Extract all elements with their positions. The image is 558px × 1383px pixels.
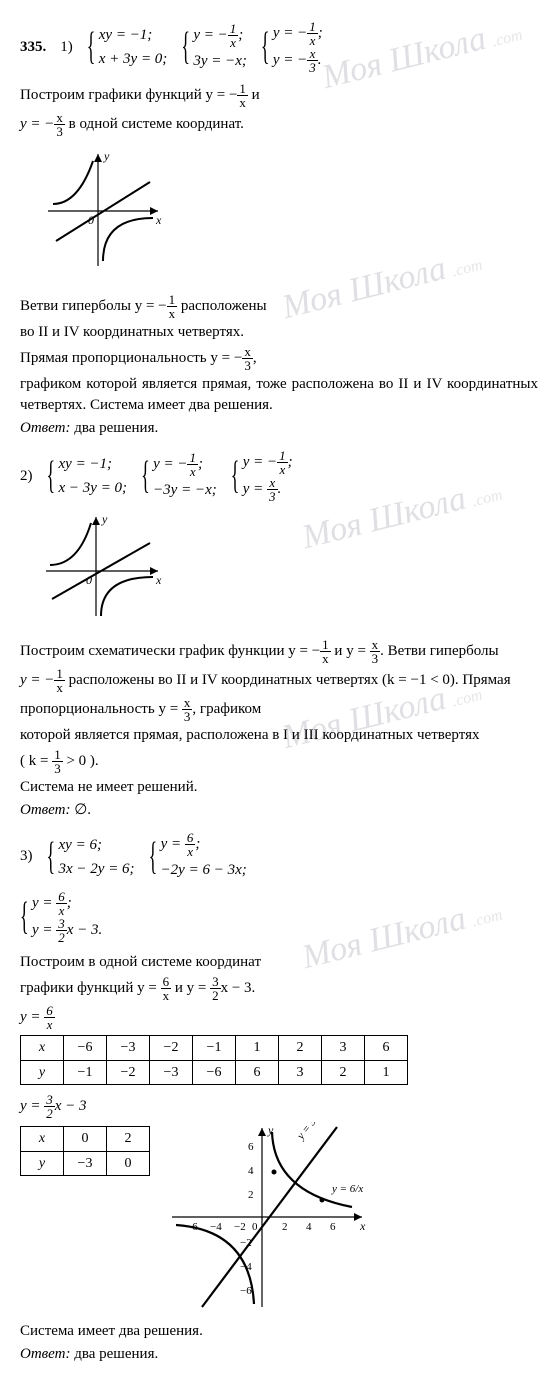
svg-text:y: y xyxy=(101,512,108,526)
part1-systems: 335. 1) xy = −1; x + 3y = 0; y = −1x; 3y… xyxy=(20,20,538,74)
body-text: Система не имеет решений. xyxy=(20,777,538,798)
system-brace: y = −1x; y = x3. xyxy=(231,449,293,503)
table-row: y −3 0 xyxy=(21,1151,150,1176)
origin-label: 0 xyxy=(88,213,94,227)
body-text: Построим графики функций y = −1x и xyxy=(20,82,538,109)
svg-text:2: 2 xyxy=(282,1221,288,1233)
body-text: графики функций y = 6x и y = 32x − 3. xyxy=(20,975,538,1002)
svg-text:−4: −4 xyxy=(210,1221,222,1233)
graph-1: 0 x y xyxy=(38,146,538,283)
svg-text:4: 4 xyxy=(306,1221,312,1233)
graph-svg: 0 x y xyxy=(38,511,168,621)
part1-label: 1) xyxy=(60,37,73,58)
table-row: x −6 −3 −2 −1 1 2 3 6 xyxy=(21,1036,408,1061)
graph-3: −6 −4 −2 0 2 4 6 6 4 2 −2 −4 −6 xyxy=(162,1122,372,1319)
body-text: которой является прямая, расположена в I… xyxy=(20,725,538,746)
answer-line: Ответ: два решения. xyxy=(20,1344,538,1365)
body-text: Ветви гиперболы y = −1x расположены xyxy=(20,293,538,320)
system-brace: y = −1x; y = −x3. xyxy=(261,20,323,74)
body-text: графиком которой является прямая, тоже р… xyxy=(20,374,538,416)
part2-systems: 2) xy = −1; x − 3y = 0; y = −1x; −3y = −… xyxy=(20,449,538,503)
svg-text:6: 6 xyxy=(330,1221,336,1233)
table-row: y −1 −2 −3 −6 6 3 2 1 xyxy=(21,1060,408,1085)
system-brace: y = −1x; 3y = −x; xyxy=(181,22,247,73)
body-text: Построим схематически график функции y =… xyxy=(20,638,538,665)
part3-systems: 3) xy = 6; 3x − 2y = 6; y = 6x; −2y = 6 … xyxy=(20,831,538,882)
problem-number: 335. xyxy=(20,37,46,58)
graph-svg: −6 −4 −2 0 2 4 6 6 4 2 −2 −4 −6 xyxy=(162,1122,372,1312)
system-brace: xy = −1; x + 3y = 0; xyxy=(87,23,168,71)
system-brace: y = −1x; −3y = −x; xyxy=(141,451,217,502)
system-brace: y = 6x; −2y = 6 − 3x; xyxy=(149,831,247,882)
page-content: 335. 1) xy = −1; x + 3y = 0; y = −1x; 3y… xyxy=(20,20,538,1365)
body-text: Система имеет два решения. xyxy=(20,1321,538,1342)
body-text: пропорциональность y = x3, графиком xyxy=(20,696,538,723)
system-brace: xy = −1; x − 3y = 0; xyxy=(47,452,128,500)
table2-label: y = 32x − 3 xyxy=(20,1093,538,1120)
body-text: Прямая пропорциональность y = −x3, xyxy=(20,345,538,372)
part3-label: 3) xyxy=(20,846,33,867)
table-line: x 0 2 y −3 0 xyxy=(20,1126,150,1176)
part3-systems-2: y = 6x; y = 32x − 3. xyxy=(20,890,538,944)
svg-text:x: x xyxy=(359,1219,366,1233)
table-hyperbola: x −6 −3 −2 −1 1 2 3 6 y −1 −2 −3 −6 6 3 … xyxy=(20,1035,408,1085)
svg-text:6: 6 xyxy=(248,1141,254,1153)
svg-text:x: x xyxy=(155,573,162,587)
body-text: y = −x3 в одной системе координат. xyxy=(20,111,538,138)
body-text: ( k = 13 > 0 ). xyxy=(20,748,538,775)
graph-svg: 0 x y xyxy=(38,146,168,276)
answer-line: Ответ: ∅. xyxy=(20,800,538,821)
svg-text:4: 4 xyxy=(248,1165,254,1177)
svg-text:2: 2 xyxy=(248,1189,254,1201)
table-row: x 0 2 xyxy=(21,1127,150,1152)
svg-text:0: 0 xyxy=(252,1221,258,1233)
graph-2: 0 x y xyxy=(38,511,538,628)
answer-line: Ответ: два решения. xyxy=(20,418,538,439)
system-brace: y = 6x; y = 32x − 3. xyxy=(20,890,102,944)
system-brace: xy = 6; 3x − 2y = 6; xyxy=(47,833,135,881)
y-axis-label: y xyxy=(103,149,110,163)
svg-text:y: y xyxy=(267,1123,274,1137)
body-text: y = −1x расположены во II и IV координат… xyxy=(20,667,538,694)
part2-label: 2) xyxy=(20,466,33,487)
x-axis-label: x xyxy=(155,213,162,227)
svg-text:−2: −2 xyxy=(234,1221,246,1233)
body-text: во II и IV координатных четвертях. xyxy=(20,322,538,343)
svg-text:0: 0 xyxy=(86,573,92,587)
body-text: Построим в одной системе координат xyxy=(20,952,538,973)
table1-label: y = 6x xyxy=(20,1004,538,1031)
svg-text:y = 6/x: y = 6/x xyxy=(331,1183,363,1195)
bottom-row: x 0 2 y −3 0 −6 −4 −2 xyxy=(20,1122,538,1319)
svg-text:−6: −6 xyxy=(240,1285,252,1297)
